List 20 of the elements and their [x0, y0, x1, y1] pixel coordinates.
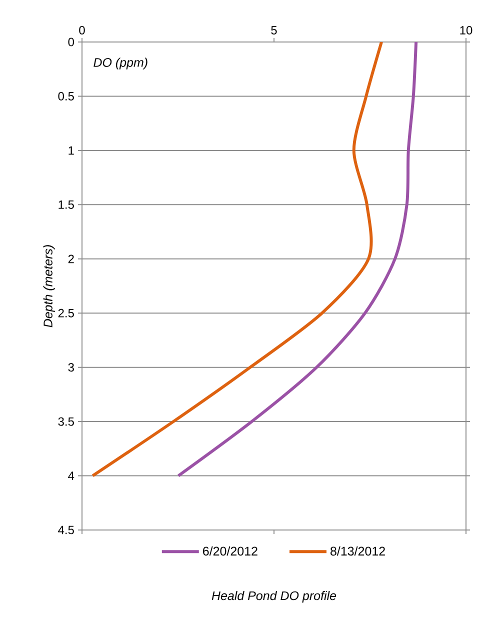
y-tick-label: 0	[68, 38, 74, 46]
x-tick-label: 0	[79, 26, 85, 34]
y-tick-label: 3.5	[58, 417, 74, 426]
y-tick-label: 1	[68, 146, 74, 155]
y-tick-label: 2	[68, 254, 74, 264]
y-axis-title: Depth (meters)	[43, 245, 55, 328]
text: Heald Pond DO profile	[212, 590, 336, 603]
y-tick-label: 0.5	[58, 92, 74, 100]
x-tick-label: 5	[271, 26, 277, 34]
line-series	[91, 42, 384, 478]
x-axis-title: DO (ppm)	[94, 58, 148, 70]
legend-label: 6/20/2012	[203, 546, 258, 556]
y-tick-label: 3	[68, 363, 74, 372]
line-series	[176, 42, 418, 478]
x-tick-label: 10	[460, 26, 472, 34]
y-tick-label: 1.5	[58, 200, 74, 209]
legend-label: 8/13/2012	[330, 546, 385, 556]
y-tick-label: 2.5	[58, 308, 74, 318]
y-tick-label: 4	[68, 472, 74, 480]
y-tick-label: 4.5	[58, 526, 74, 534]
